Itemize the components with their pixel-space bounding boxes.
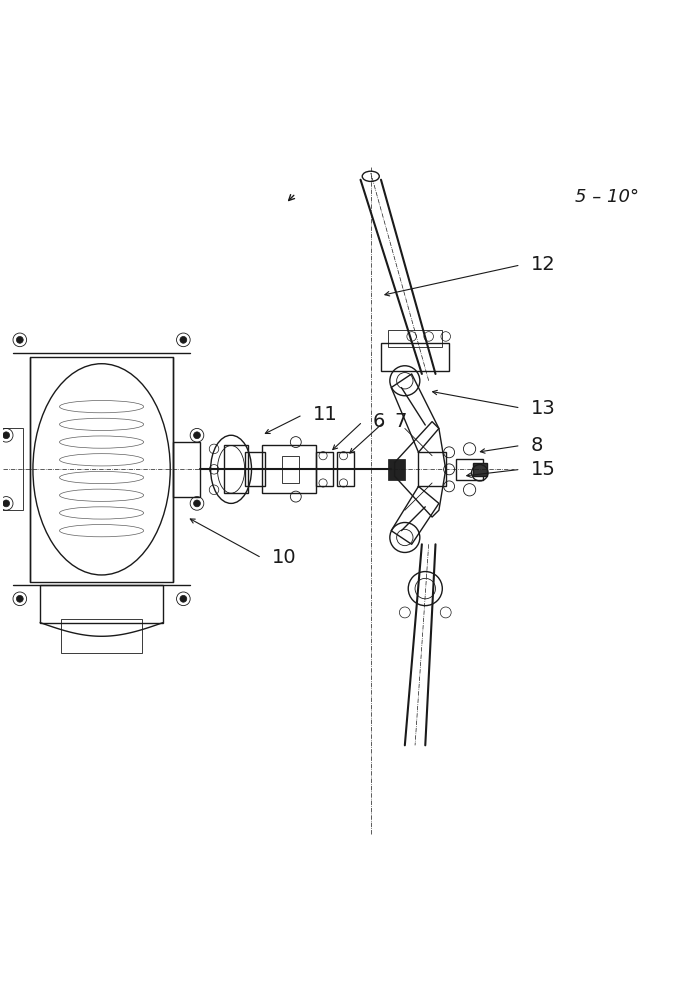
Text: 11: 11	[313, 405, 337, 424]
Circle shape	[3, 500, 10, 507]
Circle shape	[177, 333, 190, 347]
Text: 13: 13	[531, 399, 556, 418]
Circle shape	[180, 336, 187, 343]
Text: 7: 7	[394, 412, 407, 431]
Circle shape	[177, 592, 190, 606]
Bar	[262, 445, 316, 493]
Bar	[316, 452, 333, 486]
Circle shape	[13, 333, 27, 347]
Circle shape	[16, 336, 23, 343]
Circle shape	[190, 428, 204, 442]
Bar	[41, 585, 163, 623]
Text: 10: 10	[272, 548, 297, 567]
Bar	[173, 442, 201, 497]
Circle shape	[194, 500, 201, 507]
Text: 5 – 10°: 5 – 10°	[575, 188, 639, 206]
Bar	[0, 428, 23, 510]
Bar	[245, 452, 265, 486]
Text: 6: 6	[373, 412, 385, 431]
Bar	[224, 445, 248, 493]
Circle shape	[194, 432, 201, 439]
Bar	[456, 459, 483, 480]
Text: 12: 12	[531, 255, 556, 274]
Bar	[381, 343, 449, 371]
Circle shape	[3, 432, 10, 439]
Circle shape	[0, 428, 13, 442]
Circle shape	[190, 497, 204, 510]
Circle shape	[180, 595, 187, 602]
Circle shape	[16, 595, 23, 602]
Circle shape	[0, 497, 13, 510]
Bar	[418, 452, 446, 486]
Text: 8: 8	[531, 436, 543, 455]
Bar	[337, 452, 354, 486]
Bar	[473, 463, 486, 476]
Text: 15: 15	[531, 460, 556, 479]
Bar	[387, 459, 405, 480]
Bar	[60, 619, 142, 653]
Bar	[387, 330, 442, 347]
Bar	[282, 456, 300, 483]
Circle shape	[13, 592, 27, 606]
Bar	[30, 357, 173, 582]
